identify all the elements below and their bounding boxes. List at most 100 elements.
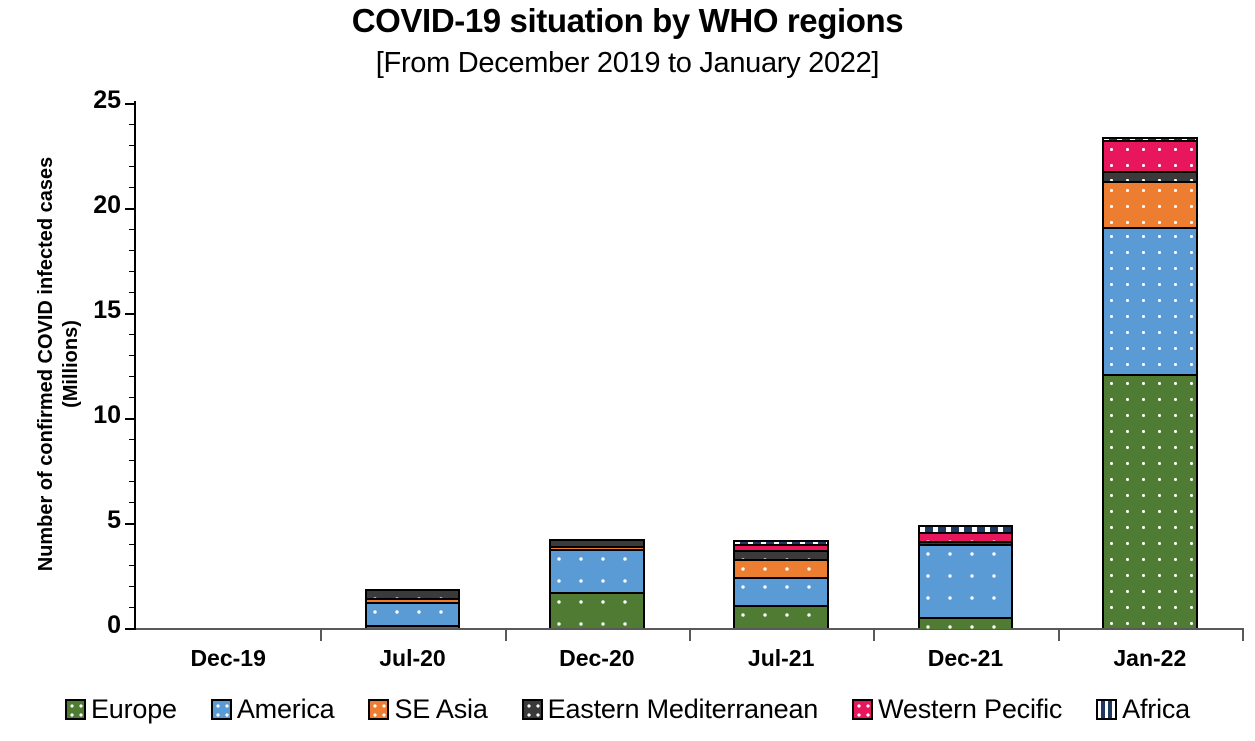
y-tick-label: 5 xyxy=(107,506,121,534)
x-tick-label: Dec-20 xyxy=(559,645,635,671)
y-tick-minor xyxy=(129,271,136,272)
segment-pattern xyxy=(366,603,459,625)
bar-segment-western-pecific[interactable] xyxy=(1103,139,1196,172)
legend-label: Eastern Mediterranean xyxy=(547,694,819,724)
legend-label: Africa xyxy=(1122,694,1190,724)
y-axis-title: Number of confirmed COVID infected cases… xyxy=(34,54,94,674)
y-tick-minor xyxy=(129,481,136,482)
bar-segment-america[interactable] xyxy=(735,576,828,605)
legend-item-eastern-mediterranean[interactable]: Eastern Mediterranean xyxy=(521,694,819,724)
bar-jul-20[interactable] xyxy=(364,589,461,628)
y-tick-minor xyxy=(129,376,136,377)
x-axis-tick xyxy=(504,628,507,641)
segment-pattern xyxy=(1103,375,1196,628)
bar-segment-eastern-mediterranean[interactable] xyxy=(735,550,828,559)
legend-label: Europe xyxy=(90,694,177,724)
bar-segment-america[interactable] xyxy=(919,543,1012,618)
y-tick-minor xyxy=(129,145,136,146)
y-tick-minor xyxy=(129,355,136,356)
legend-item-se-asia[interactable]: SE Asia xyxy=(368,694,488,724)
x-axis-tick xyxy=(689,628,691,641)
bar-segment-western-pecific[interactable] xyxy=(919,532,1012,541)
x-tick-label: Dec-21 xyxy=(927,645,1004,671)
bar-dec-21[interactable] xyxy=(917,525,1014,629)
y-tick-minor xyxy=(129,502,136,503)
y-tick-label: 0 xyxy=(107,611,121,639)
bar-segment-eastern-mediterranean[interactable] xyxy=(366,589,459,598)
legend-swatch-icon xyxy=(210,698,232,720)
y-axis-line xyxy=(134,101,136,630)
legend-swatch-icon xyxy=(368,698,390,720)
segment-pattern xyxy=(1103,182,1196,227)
bar-segment-se-asia[interactable] xyxy=(735,558,828,577)
y-tick-minor xyxy=(129,460,136,461)
legend-swatch-pattern xyxy=(370,700,388,718)
segment-pattern xyxy=(919,545,1012,618)
x-axis-tick xyxy=(1057,628,1060,641)
y-tick-minor xyxy=(129,292,136,293)
x-tick-label: Jan-22 xyxy=(1113,645,1187,671)
legend-item-western-pecific[interactable]: Western Pecific xyxy=(852,694,1062,724)
x-tick-label: Jul-21 xyxy=(747,645,815,671)
legend-swatch-icon xyxy=(1096,698,1118,720)
segment-pattern xyxy=(735,606,828,628)
y-tick-label: 20 xyxy=(93,191,121,219)
y-tick-minor xyxy=(129,166,136,167)
legend-swatch-pattern xyxy=(854,700,872,718)
x-tick-label: Dec-19 xyxy=(190,645,266,671)
bar-dec-20[interactable] xyxy=(548,538,645,628)
legend-item-africa[interactable]: Africa xyxy=(1096,694,1190,724)
x-axis-tick xyxy=(873,628,876,641)
y-tick-minor xyxy=(129,250,136,251)
legend-swatch-pattern xyxy=(66,700,84,718)
bar-segment-se-asia[interactable] xyxy=(1103,180,1196,227)
bar-segment-america[interactable] xyxy=(550,549,643,593)
legend-swatch-pattern xyxy=(212,700,230,718)
y-tick-minor xyxy=(129,607,136,608)
segment-pattern xyxy=(1103,141,1196,172)
y-tick-minor xyxy=(129,397,136,398)
bar-segment-eastern-mediterranean[interactable] xyxy=(550,538,643,547)
bar-segment-america[interactable] xyxy=(1103,226,1196,374)
y-tick-major xyxy=(125,523,136,525)
segment-pattern xyxy=(735,578,828,605)
y-tick-major xyxy=(125,628,136,630)
bar-segment-europe[interactable] xyxy=(735,604,828,628)
bar-segment-europe[interactable] xyxy=(919,617,1012,629)
y-tick-label: 15 xyxy=(93,296,121,324)
chart-subtitle: [From December 2019 to January 2022] xyxy=(375,47,880,79)
legend-label: Western Pecific xyxy=(878,694,1063,724)
segment-pattern xyxy=(919,619,1012,629)
segment-pattern xyxy=(1103,228,1196,374)
legend-swatch-pattern xyxy=(1098,700,1116,718)
y-tick-minor xyxy=(129,334,136,335)
bar-jan-22[interactable] xyxy=(1101,136,1198,628)
segment-pattern xyxy=(735,560,828,577)
bar-segment-africa[interactable] xyxy=(919,525,1012,533)
legend-label: SE Asia xyxy=(394,694,488,724)
y-tick-major xyxy=(125,418,136,420)
bar-segment-europe[interactable] xyxy=(550,592,643,628)
legend-item-europe[interactable]: Europe xyxy=(64,694,177,724)
legend-item-america[interactable]: America xyxy=(210,694,335,724)
bar-segment-america[interactable] xyxy=(366,601,459,625)
y-tick-major xyxy=(125,103,136,105)
legend-label: America xyxy=(236,694,335,724)
y-tick-minor xyxy=(129,229,136,230)
y-tick-label: 10 xyxy=(93,401,121,429)
legend-swatch-icon xyxy=(521,698,543,720)
chart-title: COVID-19 situation by WHO regions xyxy=(351,2,904,39)
x-axis-tick xyxy=(320,628,323,641)
bar-segment-europe[interactable] xyxy=(1103,373,1196,628)
y-tick-minor xyxy=(129,586,136,587)
x-axis-tick xyxy=(1242,628,1244,641)
bar-segment-europe[interactable] xyxy=(366,624,459,628)
segment-pattern xyxy=(550,594,643,628)
y-tick-label: 25 xyxy=(93,86,121,114)
y-axis-title-line1: Number of confirmed COVID infected cases xyxy=(35,156,57,572)
legend-swatch-icon xyxy=(852,698,874,720)
bar-segment-eastern-mediterranean[interactable] xyxy=(1103,171,1196,181)
y-tick-minor xyxy=(129,124,136,125)
y-axis-title-line2: (Millions) xyxy=(60,320,82,408)
bar-jul-21[interactable] xyxy=(733,539,830,628)
